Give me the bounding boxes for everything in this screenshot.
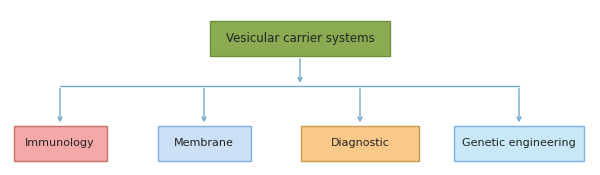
FancyBboxPatch shape bbox=[301, 126, 419, 161]
Text: Genetic engineering: Genetic engineering bbox=[462, 138, 576, 149]
FancyBboxPatch shape bbox=[210, 21, 390, 56]
FancyBboxPatch shape bbox=[455, 126, 583, 161]
Text: Diagnostic: Diagnostic bbox=[331, 138, 389, 149]
Text: Vesicular carrier systems: Vesicular carrier systems bbox=[226, 32, 374, 45]
FancyBboxPatch shape bbox=[14, 126, 107, 161]
Text: Membrane: Membrane bbox=[174, 138, 234, 149]
Text: Immunology: Immunology bbox=[25, 138, 95, 149]
FancyBboxPatch shape bbox=[157, 126, 251, 161]
